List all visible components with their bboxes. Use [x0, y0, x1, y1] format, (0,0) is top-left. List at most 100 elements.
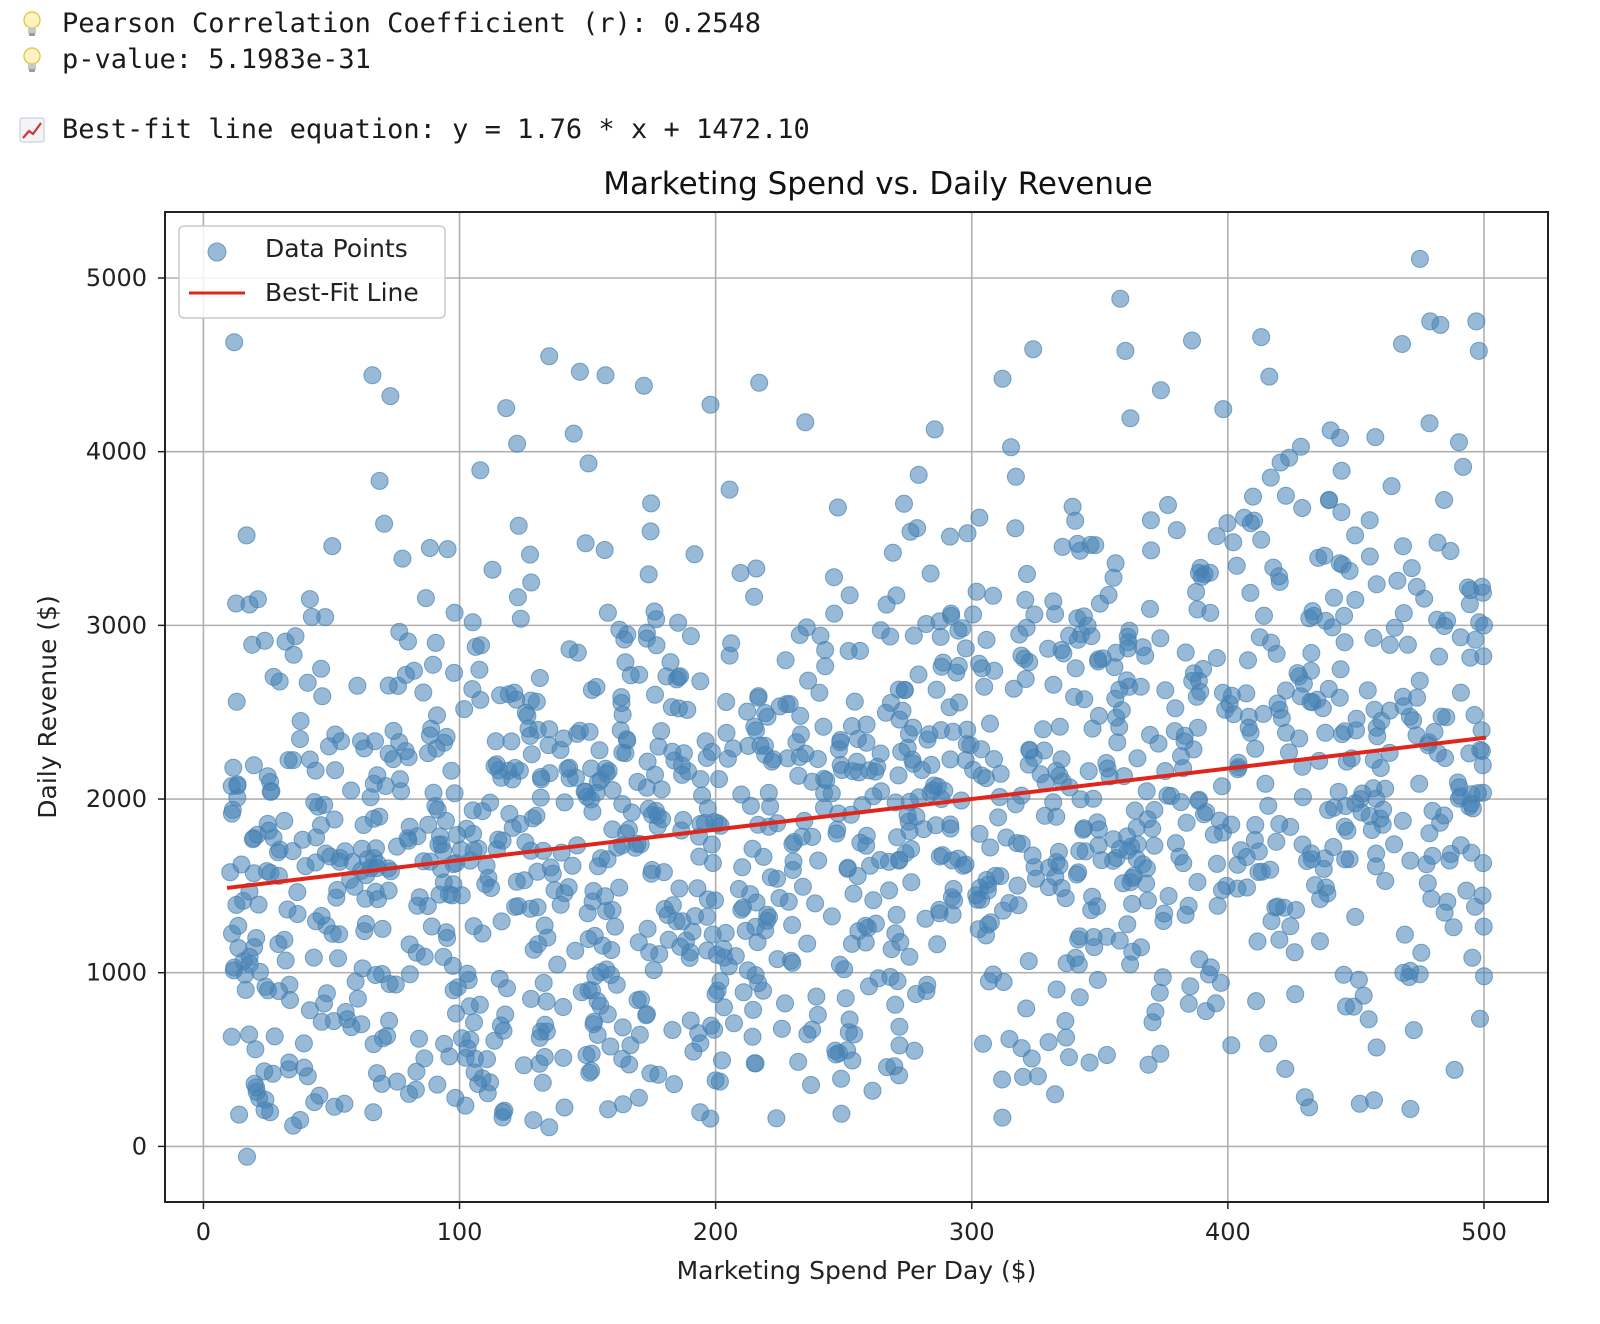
- data-point: [708, 981, 727, 1000]
- data-point: [1151, 629, 1170, 648]
- data-point: [891, 933, 910, 951]
- data-point: [298, 1067, 317, 1086]
- data-point: [984, 965, 1003, 984]
- data-point: [1024, 340, 1043, 359]
- data-point: [348, 676, 367, 695]
- data-point: [426, 633, 445, 652]
- data-point: [1364, 628, 1383, 647]
- equation-line: Best-fit line equation: y = 1.76 * x + 1…: [18, 112, 810, 148]
- data-point: [1418, 874, 1437, 893]
- data-point: [1211, 973, 1230, 992]
- data-point: [368, 1064, 386, 1083]
- data-point: [269, 935, 288, 953]
- data-point: [286, 627, 305, 646]
- data-point: [1195, 805, 1213, 824]
- data-point: [392, 782, 411, 801]
- data-point: [1393, 335, 1411, 353]
- data-point: [1366, 428, 1385, 447]
- data-point: [719, 957, 738, 976]
- data-point: [642, 864, 661, 883]
- data-point: [534, 973, 553, 992]
- data-point: [738, 961, 757, 980]
- data-point: [836, 989, 855, 1008]
- data-point: [1264, 558, 1283, 577]
- data-point: [1293, 835, 1312, 854]
- data-point: [527, 692, 546, 711]
- data-point: [630, 1025, 649, 1044]
- data-point: [587, 678, 606, 696]
- data-point: [244, 756, 263, 775]
- data-point: [1000, 1030, 1019, 1048]
- data-point: [890, 1066, 909, 1085]
- data-point: [1460, 595, 1479, 614]
- data-point: [1291, 437, 1310, 456]
- data-point: [1474, 854, 1493, 873]
- data-point: [445, 663, 464, 682]
- data-point: [647, 610, 666, 629]
- data-point: [338, 1010, 357, 1029]
- data-point: [793, 877, 812, 896]
- data-point: [442, 761, 461, 780]
- data-point: [1435, 491, 1454, 509]
- data-point: [519, 719, 538, 738]
- data-point: [1285, 943, 1304, 962]
- data-point: [1454, 457, 1473, 476]
- data-point: [325, 810, 344, 829]
- data-point: [809, 851, 828, 870]
- data-point: [1070, 927, 1089, 946]
- data-point: [814, 717, 833, 736]
- legend-label-data-points: Data Points: [265, 234, 408, 263]
- data-point: [238, 1147, 256, 1166]
- data-point: [1388, 571, 1407, 590]
- data-point: [649, 737, 668, 756]
- data-point: [492, 912, 511, 931]
- data-point: [871, 851, 890, 869]
- data-point: [583, 892, 602, 911]
- data-point: [930, 900, 949, 919]
- data-point: [871, 744, 890, 763]
- data-point: [1422, 889, 1441, 908]
- data-point: [284, 751, 302, 770]
- data-point: [434, 947, 453, 966]
- data-point: [1469, 784, 1487, 803]
- data-point: [1412, 943, 1431, 962]
- data-point: [1156, 681, 1175, 700]
- data-point: [1293, 499, 1312, 517]
- data-point: [1417, 855, 1436, 874]
- data-point: [618, 625, 637, 644]
- data-point: [984, 586, 1003, 605]
- data-point: [1044, 675, 1063, 694]
- data-point: [419, 744, 437, 763]
- data-point: [508, 434, 527, 453]
- data-point: [300, 1001, 319, 1020]
- data-point: [909, 465, 928, 484]
- data-point: [718, 749, 737, 768]
- data-point: [452, 886, 471, 905]
- data-point: [1018, 565, 1036, 583]
- data-point: [1244, 487, 1262, 506]
- data-point: [1002, 438, 1020, 457]
- data-point: [1057, 1028, 1076, 1047]
- data-point: [789, 1052, 808, 1071]
- data-point: [240, 955, 259, 973]
- data-point: [440, 1047, 459, 1066]
- data-point: [1467, 312, 1486, 331]
- data-point: [1069, 863, 1088, 882]
- data-point: [470, 995, 489, 1014]
- data-point: [1136, 646, 1155, 665]
- data-point: [345, 877, 364, 896]
- data-point: [447, 1004, 465, 1023]
- data-point: [890, 1017, 909, 1036]
- data-point: [1196, 1002, 1215, 1021]
- data-point: [1034, 720, 1053, 739]
- data-point: [376, 777, 395, 795]
- data-point: [1031, 765, 1050, 784]
- data-point: [1270, 930, 1289, 949]
- data-point: [229, 916, 248, 935]
- data-point: [642, 494, 661, 513]
- data-point: [759, 783, 778, 802]
- data-point: [294, 1034, 313, 1053]
- data-point: [247, 929, 266, 947]
- legend-label-best-fit-line: Best-Fit Line: [265, 278, 419, 307]
- data-point: [614, 1095, 632, 1114]
